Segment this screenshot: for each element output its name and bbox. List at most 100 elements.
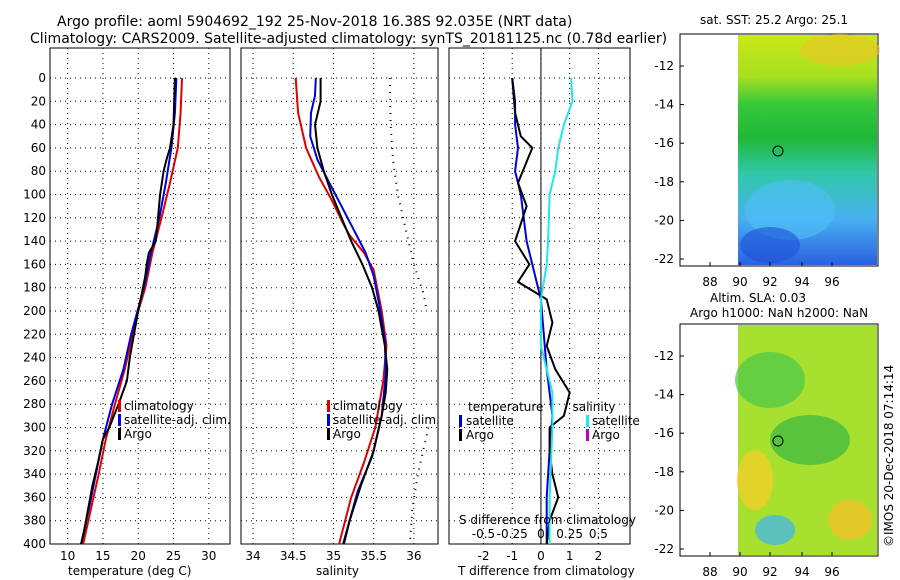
map-y-tick: -16: [654, 426, 674, 440]
map-y-tick: -14: [654, 388, 674, 402]
sla-map-title: Altim. SLA: 0.03: [710, 291, 806, 305]
x-tick-label: -2: [477, 549, 489, 563]
y-tick-label: 280: [23, 397, 46, 411]
legend-swatch: [586, 415, 589, 427]
legend-swatch: [459, 415, 462, 427]
series-s-satellite: [539, 77, 574, 544]
credit-text: ©IMOS 20-Dec-2018 07:14:14: [882, 365, 896, 547]
map-y-tick: -20: [654, 503, 674, 517]
sst-warm-patch: [800, 34, 880, 66]
map-y-tick: -18: [654, 465, 674, 479]
sla-high-patch-2: [828, 500, 872, 540]
legend-swatch: [459, 429, 462, 441]
sla-cool-patch: [755, 515, 795, 545]
legend-label: Argo: [466, 428, 494, 442]
map-x-tick: 92: [762, 565, 777, 579]
x-tick-label: 35: [326, 549, 341, 563]
x-tick-label: 10: [60, 549, 75, 563]
map-x-tick: 90: [732, 565, 747, 579]
y-tick-label: 200: [23, 304, 46, 318]
map-y-tick: -12: [654, 59, 674, 73]
map-y-tick: -16: [654, 136, 674, 150]
s-tick-label: 0.5: [589, 527, 608, 541]
title-line-1: Argo profile: aoml 5904692_192 25-Nov-20…: [57, 14, 572, 30]
t-difference-axis-label: T difference from climatology: [457, 564, 635, 578]
s-tick-label: 0.25: [556, 527, 583, 541]
map-y-tick: -22: [654, 252, 674, 266]
x-tick-label: 30: [201, 549, 216, 563]
map-x-tick: 88: [702, 565, 717, 579]
y-tick-label: 360: [23, 490, 46, 504]
legend-salinity-title: salinity: [572, 400, 615, 414]
x-tick-label: 0: [537, 549, 545, 563]
series-dotted-lower: [408, 427, 430, 545]
legend-swatch: [327, 428, 330, 440]
legend-swatch: [327, 414, 330, 426]
map-y-tick: -18: [654, 175, 674, 189]
legend-label: satellite-adj. clim.: [333, 413, 440, 427]
sla-map-subtitle: Argo h1000: NaN h2000: NaN: [690, 306, 868, 320]
map-x-tick: 90: [732, 275, 747, 289]
difference-panel: -2-1012-0.5-0.2500.250.5temperaturesalin…: [448, 47, 640, 563]
s-difference-axis-label: S difference from climatology: [459, 513, 636, 527]
sst-map: 88 90 92 94 96 -12 -14 -16 -18 -20 -22: [654, 33, 880, 289]
map-y-tick: -22: [654, 542, 674, 556]
temperature-panel: 0 20 40 60 80 100 120 140 160 180 200 220 240 260 280 3…: [23, 47, 231, 563]
map-y-tick: -20: [654, 213, 674, 227]
x-tick-label: 1: [566, 549, 574, 563]
y-tick-label: 40: [31, 118, 46, 132]
title-line-2: Climatology: CARS2009. Satellite-adjuste…: [30, 31, 667, 47]
sst-argo-marker: [772, 145, 784, 157]
y-tick-label: 320: [23, 444, 46, 458]
y-tick-label: 380: [23, 514, 46, 528]
s-tick-label: -0.5: [472, 527, 495, 541]
map-x-tick: 88: [702, 275, 717, 289]
y-tick-label: 160: [23, 257, 46, 271]
legend-temperature-title: temperature: [468, 400, 543, 414]
legend-label: satellite-adj. clim.: [124, 413, 231, 427]
legend-label: climatology: [124, 399, 194, 413]
salinity-axis-label: salinity: [316, 564, 359, 578]
s-tick-label: -0.25: [497, 527, 528, 541]
x-tick-label: -1: [506, 549, 518, 563]
legend-label: Argo: [124, 427, 152, 441]
series-argo: [80, 77, 176, 545]
x-tick-label: 35.5: [360, 549, 387, 563]
series-argo: [313, 78, 389, 545]
legend-label: Argo: [592, 428, 620, 442]
y-tick-label: 300: [23, 421, 46, 435]
x-tick-label: 34.5: [280, 549, 307, 563]
y-tick-label: 120: [23, 211, 46, 225]
series-climatology: [82, 77, 183, 545]
temperature-axis-label: temperature (deg C): [68, 564, 191, 578]
y-tick-label: 0: [38, 71, 46, 85]
sst-cold-patch: [740, 227, 800, 263]
y-tick-label: 240: [23, 351, 46, 365]
y-tick-label: 80: [31, 164, 46, 178]
y-tick-label: 20: [31, 94, 46, 108]
sst-cool-patch: [745, 180, 835, 240]
legend-label: satellite: [466, 414, 514, 428]
x-tick-label: 15: [95, 549, 110, 563]
legend-swatch: [586, 429, 589, 441]
y-tick-label: 340: [23, 467, 46, 481]
x-tick-label: 34: [245, 549, 260, 563]
map-x-tick: 96: [824, 275, 839, 289]
legend-label: climatology: [333, 399, 403, 413]
y-tick-label: 100: [23, 188, 46, 202]
map-x-tick: 94: [794, 565, 809, 579]
salinity-panel: 34 34.5 35 35.5 36 climatologysatellite-adj. …: [240, 47, 440, 563]
x-tick-label: 36: [406, 549, 421, 563]
plot-frame: [240, 47, 439, 545]
x-tick-label: 25: [166, 549, 181, 563]
sla-high-patch-1: [737, 450, 773, 510]
sla-low-patch-1: [735, 352, 805, 408]
legend-swatch: [118, 400, 121, 412]
legend-swatch: [118, 428, 121, 440]
map-y-tick: -14: [654, 98, 674, 112]
y-tick-label: 220: [23, 327, 46, 341]
y-tick-label: 260: [23, 374, 46, 388]
map-y-tick: -12: [654, 349, 674, 363]
x-tick-label: 2: [595, 549, 603, 563]
